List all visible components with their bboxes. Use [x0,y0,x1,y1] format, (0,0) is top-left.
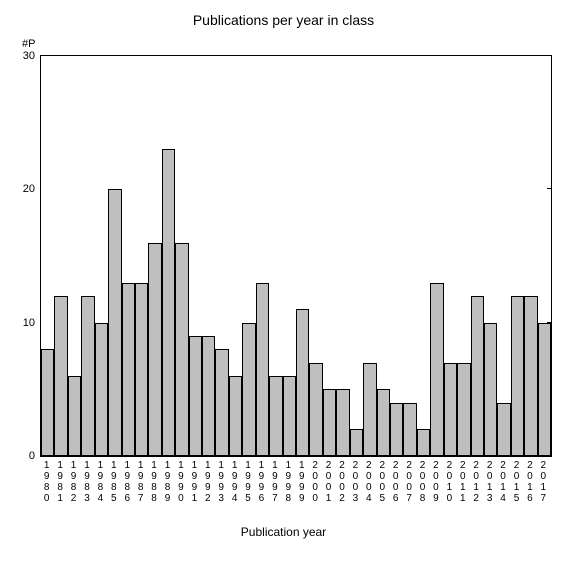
x-tick-label: 1989 [161,460,174,504]
chart-container: Publications per year in class #P 010203… [0,0,567,567]
bar [95,323,108,456]
bar [309,363,322,456]
bar [269,376,282,456]
x-tick-label: 1994 [228,460,241,504]
bar [283,376,296,456]
bar [524,296,537,456]
bar [336,389,349,456]
bar [229,376,242,456]
x-tick-label: 2004 [362,460,375,504]
bar [175,243,188,456]
bar [377,389,390,456]
bar [323,389,336,456]
x-tick-label: 2007 [402,460,415,504]
bar [403,403,416,456]
x-tick-label: 1980 [40,460,53,504]
bar [54,296,67,456]
bar [135,283,148,456]
x-tick-label: 1981 [53,460,66,504]
y-tick-label: 20 [23,183,41,195]
x-tick-label: 2005 [376,460,389,504]
x-tick-label: 2001 [322,460,335,504]
bar [202,336,215,456]
x-tick-label: 1984 [94,460,107,504]
x-tick-label: 1985 [107,460,120,504]
y-tick-label: 30 [23,50,41,62]
x-tick-label: 2010 [443,460,456,504]
x-tick-label: 2013 [483,460,496,504]
x-tick-label: 1998 [282,460,295,504]
x-tick-label: 2016 [523,460,536,504]
x-tick-label: 2017 [537,460,550,504]
bar [363,363,376,456]
bar [215,349,228,456]
x-tick-label: 2009 [429,460,442,504]
x-tick-label: 1995 [241,460,254,504]
bar [457,363,470,456]
y-tick-label: 10 [23,317,41,329]
x-tick-label: 1987 [134,460,147,504]
bar [68,376,81,456]
bar [108,189,121,456]
bar [122,283,135,456]
x-labels-group: 1980198119821983198419851986198719881989… [40,460,550,504]
x-tick-label: 2014 [496,460,509,504]
chart-title: Publications per year in class [0,12,567,28]
bars-group [41,56,551,456]
bar [189,336,202,456]
bar [444,363,457,456]
bar [471,296,484,456]
bar [242,323,255,456]
x-tick-label: 1993 [214,460,227,504]
x-tick-label: 1992 [201,460,214,504]
x-tick-label: 1999 [295,460,308,504]
x-tick-label: 1991 [188,460,201,504]
bar [417,429,430,456]
x-axis-label: Publication year [0,525,567,539]
bar [497,403,510,456]
x-tick-label: 1986 [121,460,134,504]
x-tick-label: 2002 [335,460,348,504]
x-tick-label: 1996 [255,460,268,504]
bar [256,283,269,456]
x-tick-label: 2008 [416,460,429,504]
bar [81,296,94,456]
y-axis-label: #P [22,38,35,50]
bar [430,283,443,456]
x-tick-label: 2003 [349,460,362,504]
bar [41,349,54,456]
bar [511,296,524,456]
x-tick-label: 2000 [308,460,321,504]
bar [162,149,175,456]
bar [350,429,363,456]
x-tick-label: 1988 [147,460,160,504]
x-tick-label: 2011 [456,460,469,504]
x-tick-label: 1990 [174,460,187,504]
x-tick-label: 2006 [389,460,402,504]
plot-area: 0102030 [40,55,552,457]
x-tick-label: 1982 [67,460,80,504]
bar [148,243,161,456]
x-tick-label: 1997 [268,460,281,504]
x-tick-label: 1983 [80,460,93,504]
bar [390,403,403,456]
x-tick-label: 2015 [510,460,523,504]
bar [484,323,497,456]
x-tick-label: 2012 [470,460,483,504]
bar [296,309,309,456]
bar [538,323,551,456]
